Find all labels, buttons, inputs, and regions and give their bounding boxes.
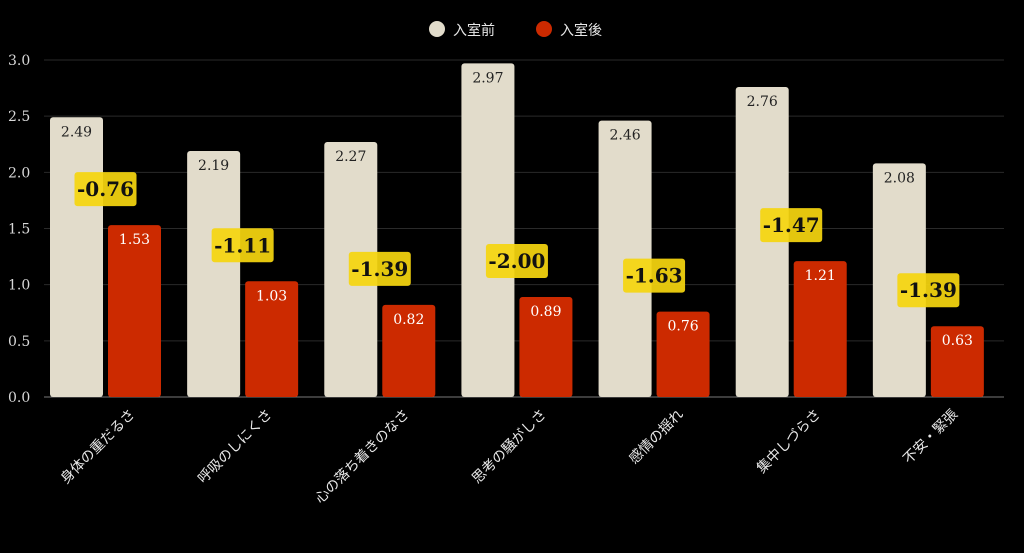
- bar-after[interactable]: [108, 225, 161, 397]
- bar-before[interactable]: [461, 63, 515, 398]
- data-label-before: 2.97: [472, 70, 503, 86]
- difference-label: -1.39: [900, 278, 957, 302]
- difference-label: -2.00: [488, 249, 545, 273]
- difference-badge: [211, 228, 274, 263]
- difference-badge: [348, 251, 411, 286]
- difference-badge: [74, 172, 137, 207]
- bars: 2.49 1.53 2.19 1.03 2.27 0.82 2.97 0.89 2.46 0.76…: [50, 63, 984, 398]
- difference-label: -1.63: [626, 264, 683, 288]
- difference-badge: [485, 244, 548, 279]
- y-tick-label: 2.5: [8, 109, 30, 125]
- data-label-after: 0.76: [667, 319, 698, 335]
- bar-after[interactable]: [519, 297, 573, 397]
- bar-before[interactable]: [187, 150, 241, 397]
- legend-label[interactable]: 入室前: [453, 22, 495, 39]
- difference-labels: -0.76 -1.11 -1.39 -2.00 -1.63 -1.47 -1.39: [74, 172, 960, 308]
- x-axis: 身体の重だるさ 呼吸のしにくさ 心の落ち着きのなさ 思考の騒がしさ 感情の揺れ 集中しづら…: [58, 406, 961, 507]
- x-category-label: 呼吸のしにくさ: [195, 407, 275, 487]
- legend-label[interactable]: 入室後: [560, 22, 602, 39]
- x-category-label: 感情の揺れ: [625, 406, 687, 468]
- difference-badge: [623, 258, 686, 293]
- data-label-before: 2.27: [335, 149, 366, 165]
- bar-before[interactable]: [735, 86, 789, 398]
- y-tick-label: 3.0: [8, 53, 30, 69]
- bar-after[interactable]: [793, 261, 847, 397]
- difference-label: -1.39: [351, 257, 408, 281]
- difference-label: -1.11: [214, 233, 271, 257]
- difference-badge: [897, 273, 960, 308]
- y-tick-label: 0.5: [8, 334, 30, 350]
- legend: 入室前 入室後: [429, 21, 602, 39]
- x-category-label: 集中しづらさ: [753, 406, 824, 477]
- data-label-after: 0.89: [530, 304, 561, 320]
- bar-after[interactable]: [656, 311, 710, 397]
- x-category-label: 身体の重だるさ: [58, 407, 139, 488]
- legend-marker: [536, 21, 552, 37]
- legend-marker: [429, 21, 445, 37]
- difference-label: -0.76: [77, 177, 134, 201]
- data-label-before: 2.49: [61, 124, 92, 140]
- bar-before[interactable]: [50, 117, 103, 397]
- data-label-before: 2.46: [609, 128, 640, 144]
- bar-after[interactable]: [382, 304, 436, 397]
- y-tick-label: 2.0: [8, 165, 30, 181]
- difference-badge: [760, 208, 823, 243]
- y-axis: 0.0 0.5 1.0 1.5 2.0 2.5 3.0: [8, 53, 30, 406]
- data-label-after: 1.53: [119, 232, 150, 248]
- difference-label: -1.47: [763, 213, 820, 237]
- x-category-label: 不安・緊張: [900, 407, 961, 468]
- data-label-after: 0.63: [942, 333, 973, 349]
- bar-after[interactable]: [930, 326, 984, 397]
- y-tick-label: 0.0: [8, 390, 30, 406]
- data-label-before: 2.19: [198, 158, 229, 174]
- data-label-before: 2.76: [747, 94, 778, 110]
- data-label-after: 1.03: [256, 288, 287, 304]
- y-tick-label: 1.0: [8, 278, 30, 294]
- data-label-before: 2.08: [884, 170, 915, 186]
- x-category-label: 心の落ち着きのなさ: [312, 407, 412, 507]
- x-category-label: 思考の騒がしさ: [469, 407, 550, 488]
- y-tick-label: 1.5: [8, 222, 30, 238]
- bar-after[interactable]: [245, 281, 299, 397]
- data-label-after: 0.82: [393, 312, 424, 328]
- data-label-after: 1.21: [805, 268, 836, 284]
